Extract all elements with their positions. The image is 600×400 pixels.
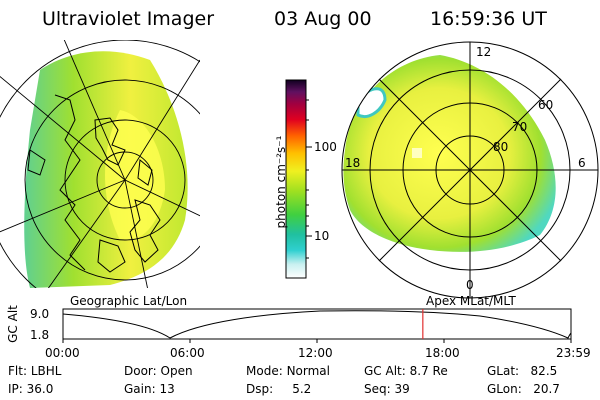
mode-field: Mode: Normal [246,364,330,378]
geo-grid [0,40,200,288]
gain-field: Gain: 13 [124,382,175,396]
glon-field: GLon: 20.7 [487,382,560,396]
colorbar-tick-10: 10 [314,229,330,243]
filter-field: Flt: LBHL [8,364,62,378]
orbit-altitude-curve [62,310,572,339]
colorbar [285,79,307,279]
orbit-plot [62,308,572,343]
time-label: 16:59:36 UT [430,8,547,30]
glat-field: GLat: 82.5 [487,364,558,378]
bright-pixel [412,148,422,158]
mlat-label-80: 80 [493,140,509,154]
mlt-label-6: 6 [578,156,586,170]
orbit-ytick-top: 9.0 [30,307,50,321]
colorbar-tick-100: 100 [314,140,337,154]
mlt-label-12: 12 [476,45,492,59]
orbit-xtick-4: 23:59 [556,346,591,360]
geographic-map [0,40,200,288]
coastlines [27,94,161,273]
mlat-label-70: 70 [512,120,528,134]
seq-field: Seq: 39 [364,382,410,396]
mlt-label-18: 18 [345,156,361,170]
colorbar-ticks [306,99,312,259]
orbit-xtick-1: 06:00 [170,346,205,360]
mlat-grid [341,41,599,299]
gc-alt-field: GC Alt: 8.7 Re [364,364,448,378]
colorbar-label: photon cm⁻²s⁻¹ [274,135,288,229]
orbit-ylabel: GC Alt [6,305,20,343]
orbit-ytick-bottom: 1.8 [30,328,50,342]
orbit-xtick-3: 18:00 [425,346,460,360]
date-label: 03 Aug 00 [274,8,372,30]
mlt-label-0: 0 [466,278,474,292]
mlat-label-60: 60 [538,98,554,112]
polar-map [341,41,599,299]
apex-label: Apex MLat/MLT [426,294,516,308]
door-field: Door: Open [124,364,193,378]
bright-patch-geo [105,110,165,241]
orbit-xtick-2: 12:00 [298,346,333,360]
ip-field: IP: 36.0 [8,382,54,396]
orbit-xtick-0: 00:00 [45,346,80,360]
geographic-label: Geographic Lat/Lon [70,294,188,308]
instrument-title: Ultraviolet Imager [42,8,215,30]
dsp-field: Dsp: 5.2 [246,382,312,396]
orbit-frame [62,308,572,340]
